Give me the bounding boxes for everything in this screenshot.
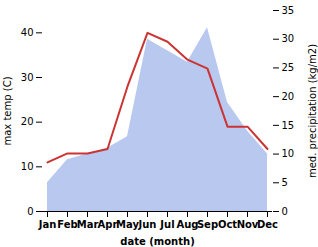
svg-text:0: 0 <box>27 206 33 217</box>
svg-text:30: 30 <box>21 72 34 83</box>
svg-text:10: 10 <box>21 161 34 172</box>
svg-text:max temp (C): max temp (C) <box>2 76 13 145</box>
svg-text:Dec: Dec <box>257 219 278 230</box>
svg-text:Sep: Sep <box>197 219 218 230</box>
svg-text:20: 20 <box>282 91 295 102</box>
svg-text:date (month): date (month) <box>120 236 194 247</box>
svg-text:5: 5 <box>282 177 288 188</box>
svg-text:Oct: Oct <box>218 219 237 230</box>
svg-text:Apr: Apr <box>98 219 118 230</box>
svg-text:Jan: Jan <box>38 219 57 230</box>
svg-text:May: May <box>116 219 139 230</box>
svg-text:30: 30 <box>282 33 295 44</box>
svg-text:Aug: Aug <box>176 219 198 230</box>
svg-text:10: 10 <box>282 148 295 159</box>
svg-text:25: 25 <box>282 62 295 73</box>
svg-text:20: 20 <box>21 116 34 127</box>
svg-text:40: 40 <box>21 27 34 38</box>
svg-text:Feb: Feb <box>57 219 77 230</box>
svg-text:35: 35 <box>282 5 295 16</box>
svg-text:Jun: Jun <box>138 219 157 230</box>
svg-text:med. precipitation (kg/m2): med. precipitation (kg/m2) <box>307 44 318 178</box>
svg-text:Jul: Jul <box>159 219 174 230</box>
svg-text:15: 15 <box>282 120 295 131</box>
svg-text:Nov: Nov <box>237 219 259 230</box>
svg-text:0: 0 <box>282 206 288 217</box>
svg-text:Mar: Mar <box>77 219 99 230</box>
